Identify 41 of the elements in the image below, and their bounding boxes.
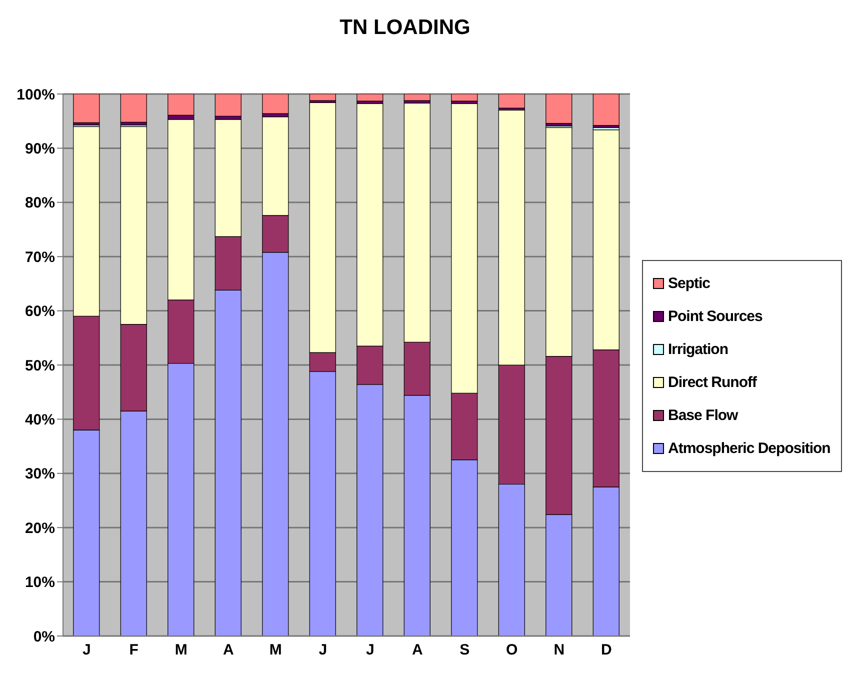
x-tick-label: J — [82, 642, 91, 659]
x-tick-label: N — [554, 642, 565, 659]
bar — [120, 94, 147, 122]
y-tick-label: 40% — [24, 412, 55, 429]
y-tick-label: 0% — [33, 628, 55, 646]
bar — [546, 94, 572, 124]
y-tick-label: 20% — [24, 520, 55, 537]
bar — [214, 94, 242, 117]
x-tick-label: M — [269, 642, 282, 659]
legend-label: Point Sources — [668, 308, 762, 325]
x-tick-label: J — [318, 642, 328, 659]
x-tick-label: D — [600, 642, 612, 659]
x-tick-label: M — [174, 642, 188, 659]
bar — [498, 94, 525, 108]
y-tick-label: 50% — [24, 357, 55, 374]
y-tick-label: 100% — [16, 86, 55, 104]
chart-title: TN LOADING — [338, 15, 472, 41]
x-tick-label: O — [506, 642, 518, 659]
y-tick-label: 90% — [24, 140, 55, 158]
bar — [451, 94, 478, 102]
y-tick-label: 60% — [24, 303, 55, 320]
x-tick-label: A — [222, 642, 234, 659]
bar — [73, 94, 100, 124]
legend-label: Irrigation — [668, 341, 728, 358]
y-tick-label: 70% — [24, 248, 55, 266]
y-tick-label: 30% — [24, 466, 55, 483]
legend-label: Atmospheric Deposition — [668, 440, 830, 457]
legend-label: Base Flow — [668, 407, 738, 424]
x-tick-label: A — [412, 642, 423, 659]
x-tick-label: F — [129, 642, 138, 659]
bar — [309, 94, 336, 101]
x-tick-label: J — [366, 642, 374, 659]
y-tick-label: 10% — [24, 574, 55, 592]
legend-label: Septic — [668, 275, 710, 292]
legend-label: Direct Runoff — [668, 374, 756, 391]
bar — [262, 94, 289, 114]
y-tick-label: 80% — [24, 194, 55, 212]
bar — [356, 94, 384, 102]
bar — [592, 94, 620, 126]
bar — [404, 94, 430, 101]
x-tick-label: S — [460, 642, 470, 659]
